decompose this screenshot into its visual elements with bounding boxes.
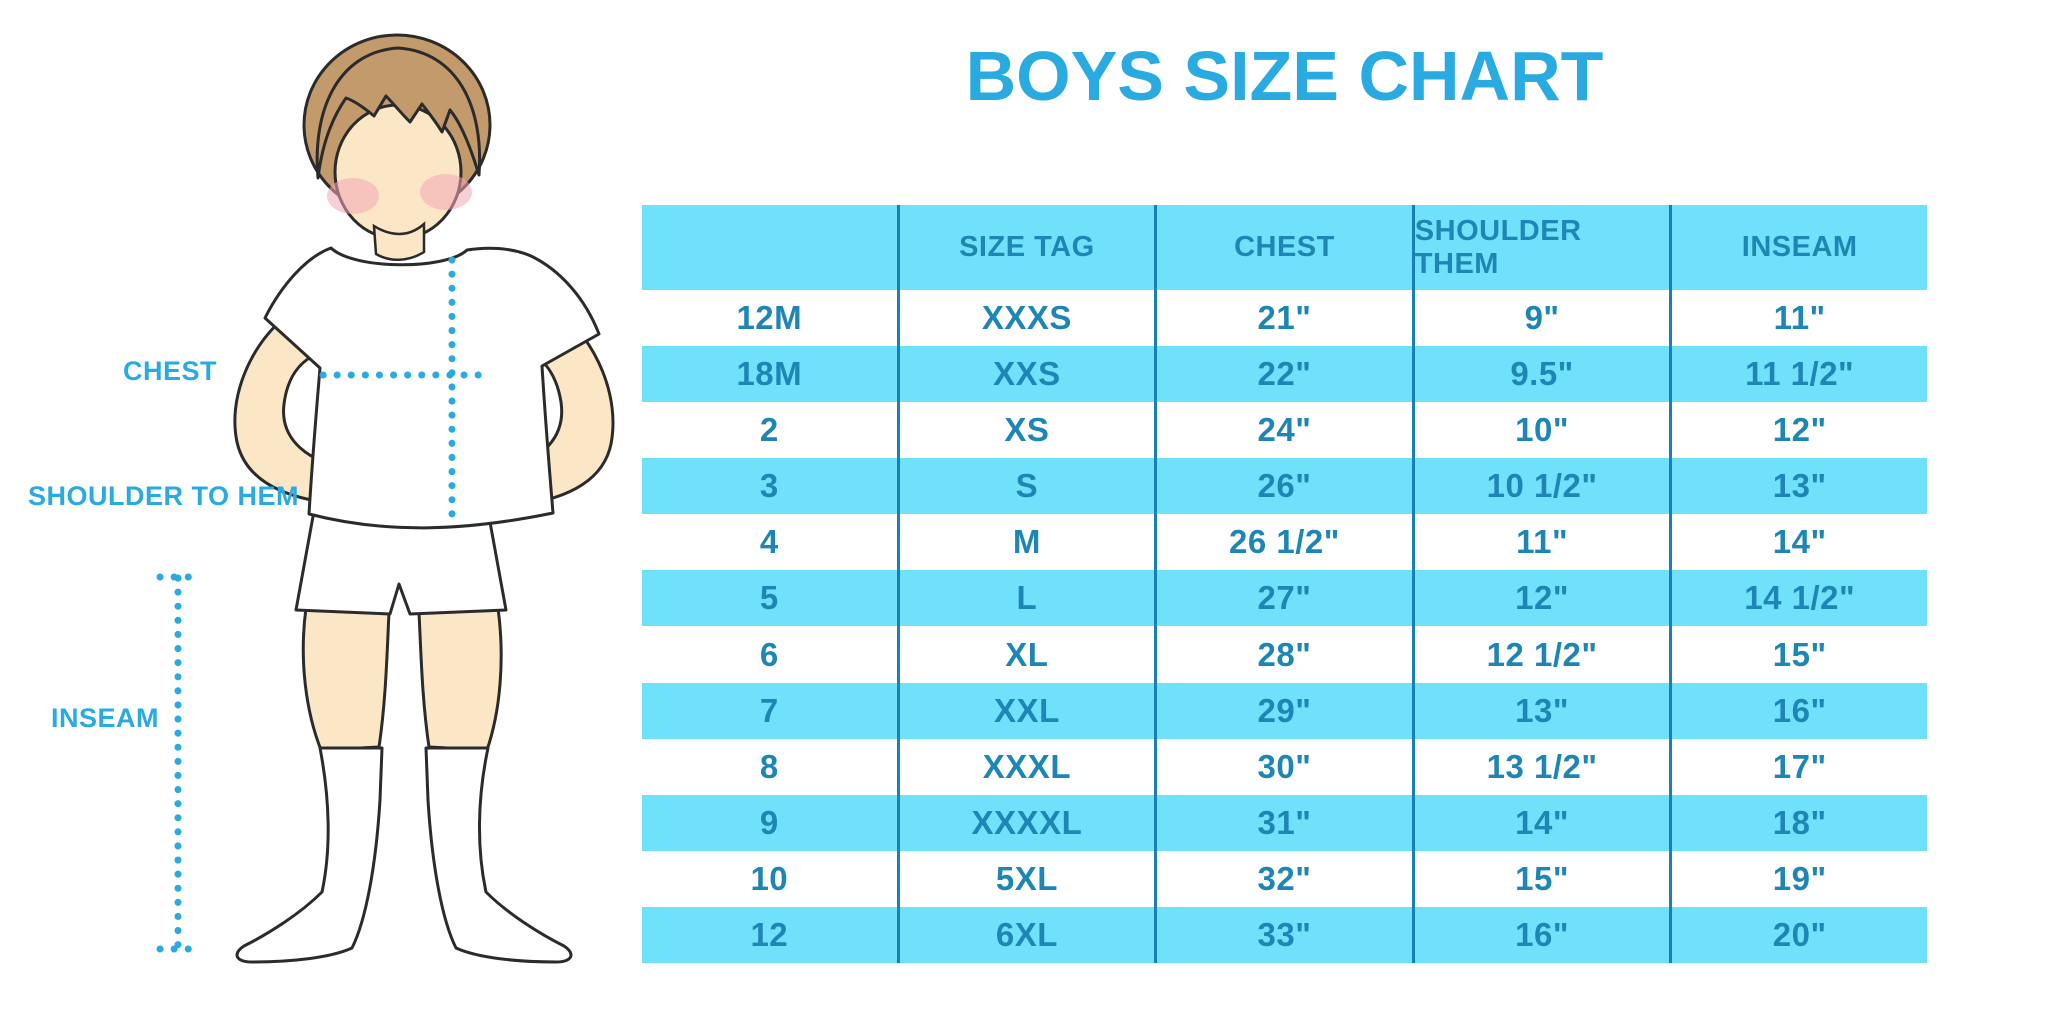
table-cell: XXXS — [900, 290, 1158, 347]
table-cell: 11" — [1415, 514, 1673, 571]
inseam-label: INSEAM — [50, 703, 159, 733]
table-cell: 7 — [642, 682, 900, 739]
header-cell: CHEST — [1157, 205, 1415, 290]
table-cell: 10" — [1415, 402, 1673, 459]
table-cell: 13" — [1772, 467, 1827, 505]
table-cell: 14 1/2" — [1744, 579, 1856, 617]
table-cell: 17" — [1772, 747, 1827, 785]
table-row: 2 XS 24" 10" 12" — [642, 402, 1927, 459]
table-cell: 2 — [642, 402, 900, 459]
table-cell: 5XL — [900, 850, 1158, 907]
table-row: 6 XL 28" 12 1/2" 15" — [642, 626, 1927, 683]
table-cell: XS — [900, 402, 1158, 459]
table-cell: 31" — [1157, 794, 1415, 851]
table-cell: S — [900, 458, 1158, 515]
table-cell: 18" — [1772, 803, 1827, 841]
table-cell: 24" — [1157, 402, 1415, 459]
table-cell: 9" — [1415, 290, 1673, 347]
table-row: 12M XXXS 21" 9" 11" — [642, 290, 1927, 347]
table-cell: 6XL — [900, 906, 1158, 963]
table-cell: 22" — [1157, 346, 1415, 403]
table-cell: XXXL — [900, 738, 1158, 795]
header-cell: SIZE TAG — [900, 205, 1158, 290]
table-cell: 4 — [642, 514, 900, 571]
table-cell: 3 — [642, 458, 900, 515]
shirt — [263, 246, 601, 530]
table-cell: 21" — [1157, 290, 1415, 347]
table-cell: 16" — [1772, 691, 1827, 729]
header-cell — [642, 205, 900, 290]
table-cell: XXS — [900, 346, 1158, 403]
table-row: 9 XXXXL 31" 14" 18" — [642, 794, 1927, 851]
leg-right — [417, 606, 503, 752]
table-cell: 10 1/2" — [1415, 458, 1673, 515]
table-cell: 16" — [1415, 906, 1673, 963]
table-cell: 12 — [642, 906, 900, 963]
table-cell: 20" — [1772, 915, 1827, 953]
hair-fringe — [315, 46, 482, 180]
table-cell: 26 1/2" — [1157, 514, 1415, 571]
table-cell: 18M — [642, 346, 900, 403]
table-cell: 29" — [1157, 682, 1415, 739]
header-cell: INSEAM — [1741, 231, 1858, 263]
table-cell: 10 — [642, 850, 900, 907]
table-row: 7 XXL 29" 13" 16" — [642, 682, 1927, 739]
table-cell: 30" — [1157, 738, 1415, 795]
leg-left — [301, 606, 391, 752]
table-cell: 8 — [642, 738, 900, 795]
page-title: BOYS SIZE CHART — [965, 37, 1604, 115]
table-row: 12 6XL 33" 16" 20" — [642, 906, 1927, 963]
table-cell: 6 — [642, 626, 900, 683]
table-row: 8 XXXL 30" 13 1/2" 17" — [642, 738, 1927, 795]
table-cell: 28" — [1157, 626, 1415, 683]
table-cell: 26" — [1157, 458, 1415, 515]
table-header-row: SIZE TAG CHEST SHOULDER THEM INSEAM — [642, 205, 1927, 290]
blush-left — [327, 178, 379, 214]
sock-left — [235, 746, 384, 964]
table-cell: 13 1/2" — [1415, 738, 1673, 795]
blush-right — [420, 174, 472, 210]
sock-right — [424, 746, 573, 964]
table-cell: L — [900, 570, 1158, 627]
table-cell: 19" — [1772, 859, 1827, 897]
table-cell: XL — [900, 626, 1158, 683]
table-cell: 11" — [1773, 299, 1826, 337]
table-cell: 12M — [642, 290, 900, 347]
table-cell: 9 — [642, 794, 900, 851]
table-cell: 12 1/2" — [1415, 626, 1673, 683]
table-row: 5 L 27" 12" 14 1/2" — [642, 570, 1927, 627]
chest-label: CHEST — [122, 356, 217, 386]
header-cell: SHOULDER THEM — [1415, 205, 1673, 290]
table-cell: XXXXL — [900, 794, 1158, 851]
table-cell: 11 1/2" — [1745, 355, 1855, 393]
size-table: SIZE TAG CHEST SHOULDER THEM INSEAM 12M XXXS 2… — [642, 205, 1927, 963]
table-cell: M — [900, 514, 1158, 571]
table-cell: 13" — [1415, 682, 1673, 739]
table-row: 3 S 26" 10 1/2" 13" — [642, 458, 1927, 515]
table-row: 10 5XL 32" 15" 19" — [642, 850, 1927, 907]
neck — [372, 221, 426, 261]
boy-illustration — [156, 33, 615, 964]
table-cell: 12" — [1772, 411, 1827, 449]
table-cell: 14" — [1415, 794, 1673, 851]
table-cell: 33" — [1157, 906, 1415, 963]
table-cell: 15" — [1772, 635, 1827, 673]
table-cell: 12" — [1415, 570, 1673, 627]
table-cell: XXL — [900, 682, 1158, 739]
table-cell: 14" — [1772, 523, 1827, 561]
table-row: 4 M 26 1/2" 11" 14" — [642, 514, 1927, 571]
table-cell: 32" — [1157, 850, 1415, 907]
shoulder-to-hem-label: SHOULDER TO HEM — [28, 481, 300, 511]
table-cell: 27" — [1157, 570, 1415, 627]
table-cell: 9.5" — [1415, 346, 1673, 403]
table-row: 18M XXS 22" 9.5" 11 1/2" — [642, 346, 1927, 403]
table-cell: 5 — [642, 570, 900, 627]
table-cell: 15" — [1415, 850, 1673, 907]
